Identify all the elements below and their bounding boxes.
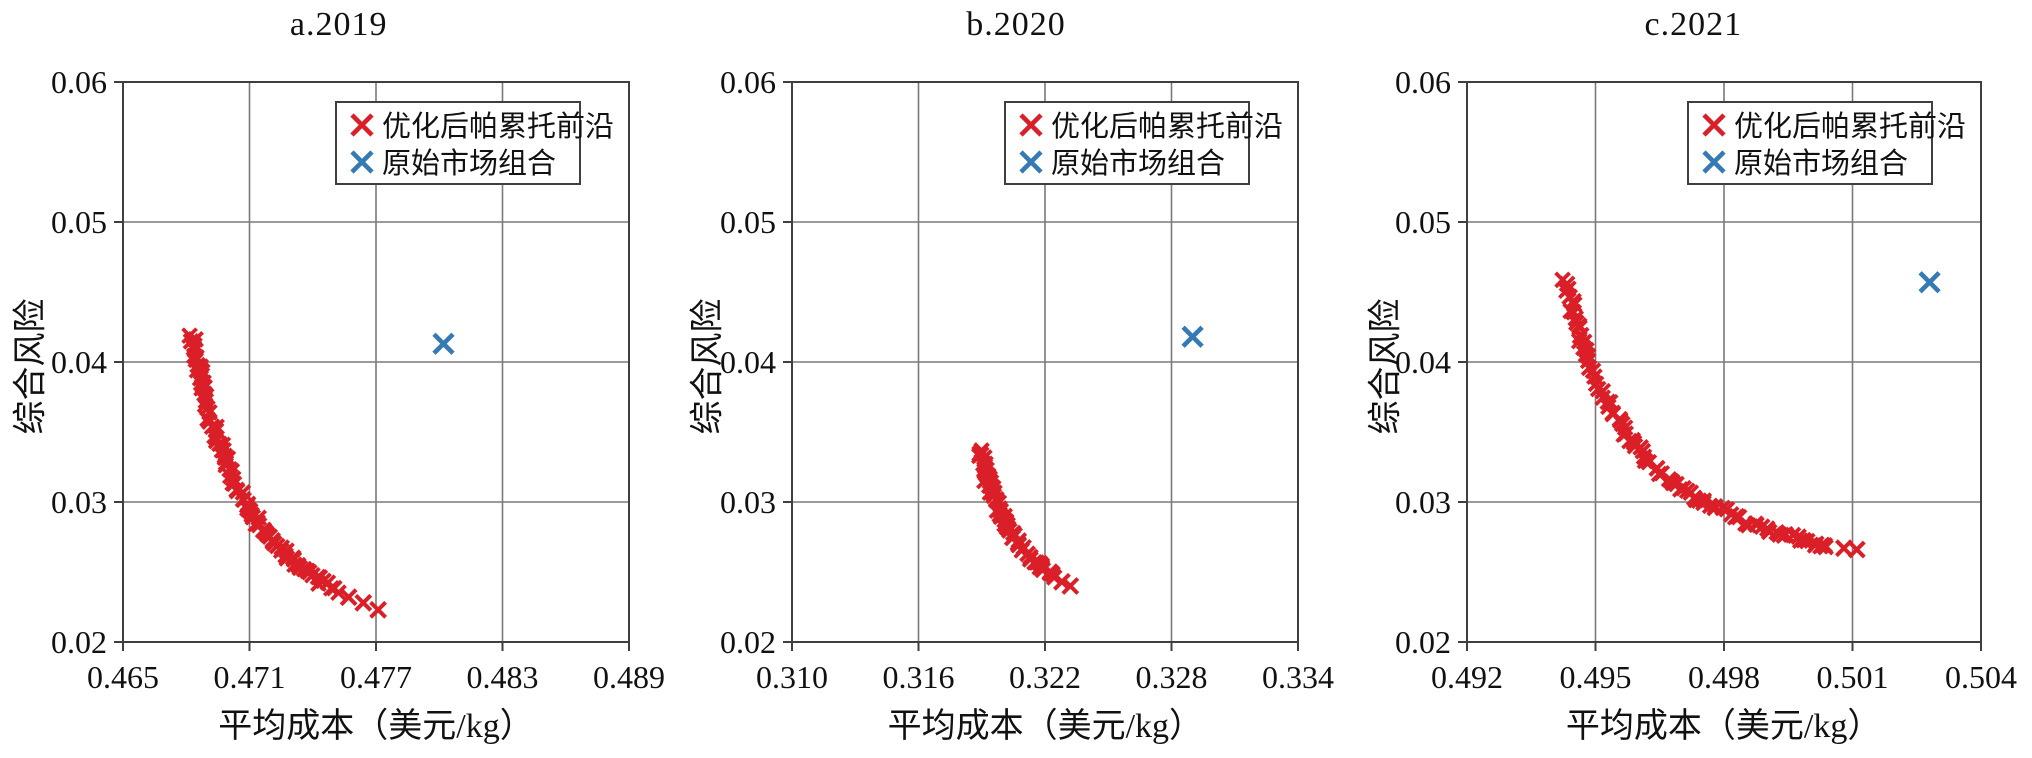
chart-2020: b.2020 综合风险 平均成本（美元/kg） 0.310 0.316 0.322 0… <box>677 0 1354 758</box>
axis-frame <box>791 81 1300 643</box>
chart-title: a.2019 <box>289 6 388 43</box>
market-portfolio-marker <box>432 332 455 355</box>
y-tick-label: 0.06 <box>720 64 776 100</box>
y-tick-label: 0.06 <box>51 64 107 100</box>
y-tick-label: 0.03 <box>51 484 107 520</box>
pareto-front-marker <box>1847 540 1866 559</box>
x-tick-label: 0.477 <box>340 659 412 695</box>
x-tick-label: 0.492 <box>1431 659 1503 695</box>
legend-box <box>1004 101 1251 185</box>
x-tick-label: 0.501 <box>1816 659 1888 695</box>
x-tick-label: 0.322 <box>1009 659 1081 695</box>
plot-area: 0.492 0.495 0.498 0.501 0.504 0.02 0.03 0.04 0.0… <box>1395 64 2017 695</box>
legend-label: 原始市场组合 <box>1734 147 1908 180</box>
x-tick-label: 0.489 <box>593 659 665 695</box>
x-tick-label: 0.471 <box>214 659 286 695</box>
x-axis-label: 平均成本（美元/kg） <box>1565 708 1882 745</box>
axis-frame <box>122 81 630 643</box>
legend-label: 优化后帕累托前沿 <box>1734 110 1966 143</box>
market-portfolio-marker <box>1181 325 1205 348</box>
legend-label: 原始市场组合 <box>382 147 556 180</box>
pareto-front-marker <box>339 588 358 607</box>
legend-marker <box>350 150 374 174</box>
chart-2019: a.2019 综合风险 平均成本（美元/kg） 0.465 0.471 0.477 0… <box>0 0 677 758</box>
pareto-front-marker <box>224 470 242 488</box>
x-tick-label: 0.495 <box>1559 659 1631 695</box>
x-tick-label: 0.334 <box>1262 659 1334 695</box>
y-tick-label: 0.05 <box>51 204 107 240</box>
legend-marker <box>350 113 374 137</box>
pareto-front-marker <box>330 584 347 602</box>
y-tick-label: 0.04 <box>1395 344 1451 380</box>
y-tick-label: 0.04 <box>720 344 776 380</box>
y-tick-label: 0.03 <box>1395 484 1451 520</box>
x-tick-label: 0.316 <box>883 659 955 695</box>
chart-title: b.2020 <box>966 6 1066 43</box>
pareto-front-marker <box>1770 526 1788 543</box>
y-tick-label: 0.03 <box>720 484 776 520</box>
legend-box <box>335 101 581 185</box>
axis-frame <box>1465 81 1982 643</box>
x-tick-label: 0.328 <box>1136 659 1208 695</box>
pareto-front-marker <box>1794 531 1812 549</box>
x-axis-label: 平均成本（美元/kg） <box>218 708 534 745</box>
pareto-front-marker <box>354 593 373 612</box>
y-tick-label: 0.02 <box>51 624 107 660</box>
x-tick-label: 0.465 <box>87 659 159 695</box>
y-tick-label: 0.02 <box>720 624 776 660</box>
pareto-front-marker <box>1594 382 1611 400</box>
legend-box <box>1686 101 1933 185</box>
legend-label: 原始市场组合 <box>1051 147 1225 180</box>
x-tick-label: 0.504 <box>1945 659 2017 695</box>
market-portfolio-marker <box>1918 271 1941 294</box>
pareto-front-marker <box>1816 538 1834 556</box>
legend-marker <box>1019 150 1043 174</box>
legend-marker <box>1702 113 1726 137</box>
plot-area: 0.465 0.471 0.477 0.483 0.489 0.02 0.03 0.04 0.0… <box>51 64 665 695</box>
chart-title: c.2021 <box>1644 6 1743 43</box>
pareto-front-marker <box>369 600 388 619</box>
y-tick-label: 0.06 <box>1395 64 1451 100</box>
legend-marker <box>1702 150 1726 174</box>
y-tick-label: 0.05 <box>1395 204 1451 240</box>
legend-label: 优化后帕累托前沿 <box>382 110 614 143</box>
y-tick-label: 0.02 <box>1395 624 1451 660</box>
y-tick-label: 0.05 <box>720 204 776 240</box>
plot-area: 0.310 0.316 0.322 0.328 0.334 0.02 0.03 0.04 0.0… <box>720 64 1334 695</box>
pareto-front-marker <box>1061 577 1080 595</box>
x-tick-label: 0.483 <box>467 659 539 695</box>
x-axis-label: 平均成本（美元/kg） <box>887 708 1204 745</box>
legend-marker <box>1019 113 1043 137</box>
y-tick-label: 0.04 <box>51 344 107 380</box>
x-tick-label: 0.498 <box>1688 659 1760 695</box>
x-tick-label: 0.310 <box>756 659 828 695</box>
legend-label: 优化后帕累托前沿 <box>1051 110 1283 143</box>
chart-2021: c.2021 综合风险 平均成本（美元/kg） 0.492 0.495 0.498 0… <box>1355 0 2032 758</box>
